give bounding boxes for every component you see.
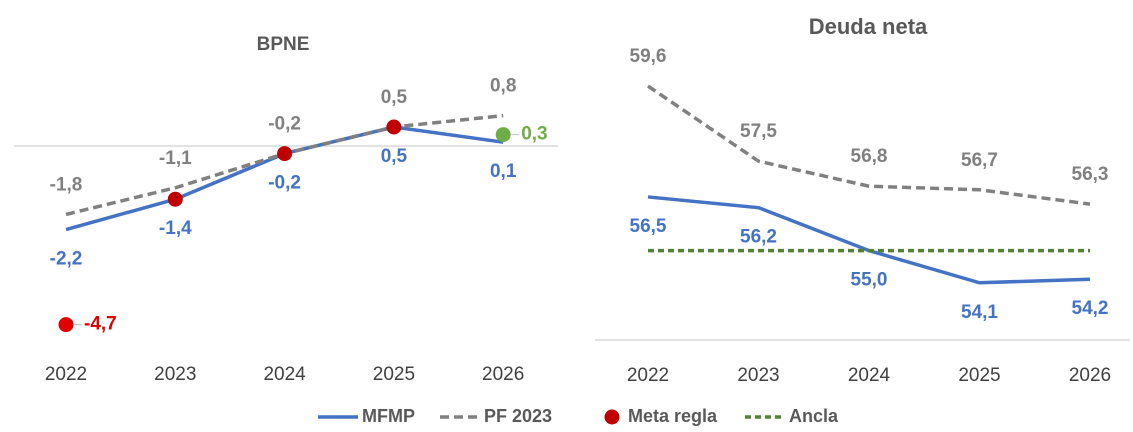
- x-tick-label: 2023: [737, 365, 779, 386]
- data-label: 56,5: [630, 216, 667, 237]
- data-label: 0,8: [490, 76, 516, 97]
- data-label: 0,5: [381, 87, 408, 108]
- data-label: -0,2: [268, 173, 301, 194]
- legend-label: MFMP: [362, 406, 415, 426]
- x-tick-label: 2025: [373, 364, 415, 385]
- series-line: [647, 84, 1091, 206]
- marker: [277, 146, 293, 162]
- x-tick-label: 2026: [1069, 365, 1111, 386]
- x-tick-label: 2022: [627, 365, 669, 386]
- x-tick-label: 2023: [154, 364, 196, 385]
- data-label: 56,8: [851, 146, 888, 167]
- data-label: -0,2: [268, 114, 301, 135]
- data-label: 0,5: [381, 146, 408, 167]
- data-label: 59,6: [630, 46, 667, 67]
- data-label: 56,7: [961, 150, 998, 171]
- x-tick-label: 2024: [263, 364, 306, 385]
- chart-title: BPNE: [257, 34, 310, 55]
- marker: [167, 191, 183, 207]
- data-label: 56,2: [740, 227, 777, 248]
- marker: [58, 317, 74, 333]
- data-label: 0,1: [490, 161, 517, 182]
- legend-label: Meta regla: [628, 406, 718, 426]
- data-label: 0,3: [521, 124, 547, 145]
- data-label: 54,2: [1072, 298, 1109, 319]
- legend-label: Ancla: [789, 406, 839, 426]
- marker: [495, 127, 511, 143]
- chart-title: Deuda neta: [809, 14, 928, 39]
- data-label: -2,2: [50, 249, 83, 270]
- data-label: -4,7: [84, 314, 117, 335]
- data-label: -1,4: [159, 218, 192, 239]
- data-label: -1,8: [50, 174, 83, 195]
- data-label: 54,1: [961, 302, 998, 323]
- legend-label: PF 2023: [484, 406, 552, 426]
- x-tick-label: 2026: [482, 364, 524, 385]
- data-label: 57,5: [740, 121, 777, 142]
- marker: [386, 119, 402, 135]
- data-label: -1,1: [159, 148, 192, 169]
- legend-marker: [604, 409, 620, 425]
- data-label: 56,3: [1072, 164, 1109, 185]
- x-tick-label: 2024: [848, 365, 891, 386]
- x-tick-label: 2022: [45, 364, 87, 385]
- x-tick-label: 2025: [958, 365, 1000, 386]
- data-label: 55,0: [851, 270, 888, 291]
